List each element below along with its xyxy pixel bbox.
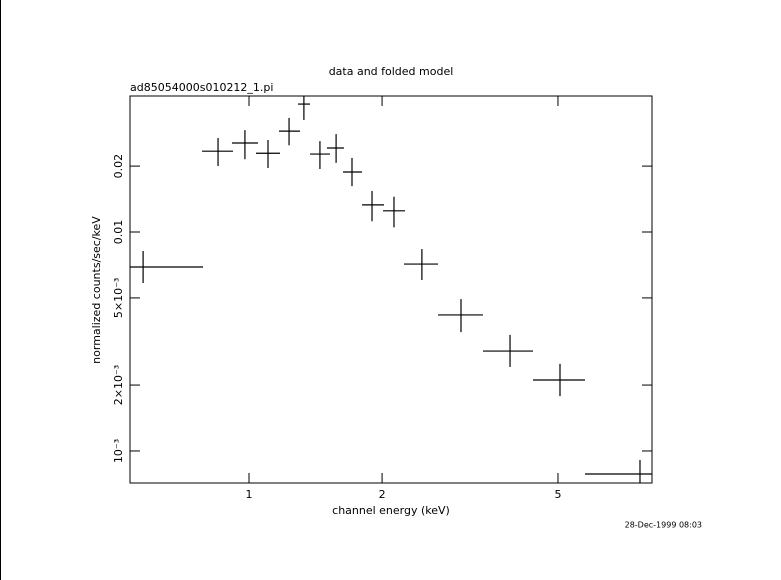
timestamp: 28-Dec-1999 08:03 (625, 521, 702, 530)
plot-frame (129, 95, 653, 484)
y-tick-label: 10⁻³ (112, 439, 125, 463)
y-tick-label: 2×10⁻³ (112, 365, 125, 405)
x-tick-label: 5 (554, 488, 561, 501)
y-tick-label: 5×10⁻³ (112, 278, 125, 318)
y-tick-label: 0.01 (112, 220, 125, 245)
chart-subtitle: ad85054000s010212_1.pi (130, 81, 273, 94)
x-tick-label: 2 (379, 488, 386, 501)
plot-area (130, 96, 652, 483)
chart-title: data and folded model (329, 65, 454, 78)
y-axis-label: normalized counts/sec/keV (90, 216, 103, 364)
x-tick-label: 1 (246, 488, 253, 501)
y-tick-label: 0.02 (112, 154, 125, 179)
x-axis-label: channel energy (keV) (332, 504, 450, 517)
